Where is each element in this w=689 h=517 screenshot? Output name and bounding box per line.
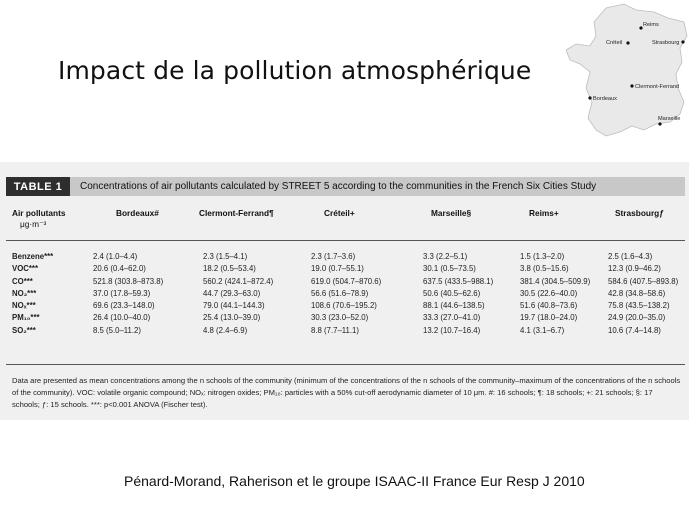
table-rule-top: [6, 240, 685, 241]
column-header-bordeaux: Bordeaux#: [116, 208, 159, 218]
table-image: [0, 162, 689, 420]
table-row: Benzene*** 2.4 (1.0–4.4) 2.3 (1.5–4.1) 2…: [12, 252, 653, 261]
france-map-icon: Reims Créteil Strasbourg Clermont-Ferran…: [566, 3, 688, 137]
table-row: SO₂*** 8.5 (5.0–11.2) 4.8 (2.4–6.9) 8.8 …: [12, 325, 661, 335]
table-caption: Concentrations of air pollutants calcula…: [80, 181, 597, 192]
table-header-bar: TABLE 1 Concentrations of air pollutants…: [6, 177, 685, 196]
table-body: Benzene*** 2.4 (1.0–4.4) 2.3 (1.5–4.1) 2…: [6, 252, 685, 338]
table-row: PM₁₀*** 26.4 (10.0–40.0) 25.4 (13.0–39.0…: [12, 313, 666, 323]
table-rule-bottom: [6, 364, 685, 365]
column-header-creteil: Créteil+: [324, 208, 355, 218]
table-tag: TABLE 1: [6, 177, 70, 196]
unit-label: μg·m⁻³: [20, 219, 47, 229]
map-city-marseille: Marseille: [658, 116, 680, 122]
france-map: Reims Créteil Strasbourg Clermont-Ferran…: [566, 2, 689, 154]
map-city-reims: Reims: [643, 22, 659, 28]
table-row: NO₂*** 37.0 (17.8–59.3) 44.7 (29.3–63.0)…: [12, 288, 666, 298]
column-header-marseille: Marseille§: [431, 208, 472, 218]
map-city-clermont-ferrand: Clermont-Ferrand: [635, 84, 679, 90]
table-footnote: Data are presented as mean concentration…: [12, 376, 681, 409]
table-column-headers: Air pollutants μg·m⁻³ Bordeaux# Clermont…: [6, 208, 685, 238]
table-row: CO*** 521.8 (303.8–873.8) 560.2 (424.1–8…: [12, 276, 679, 286]
map-city-bordeaux: Bordeaux: [593, 96, 617, 102]
table-row: VOC*** 20.6 (0.4–62.0) 18.2 (0.5–53.4) 1…: [12, 264, 661, 274]
column-header-pollutants: Air pollutants μg·m⁻³: [12, 208, 66, 229]
map-city-strasbourg: Strasbourg: [652, 40, 679, 46]
slide-title: Impact de la pollution atmosphérique: [58, 56, 532, 85]
column-header-reims: Reims+: [529, 208, 559, 218]
column-header-clermont-ferrand: Clermont-Ferrand¶: [199, 208, 274, 218]
slide-citation: Pénard-Morand, Raherison et le groupe IS…: [124, 473, 585, 489]
table-row: NOₓ*** 69.6 (23.3–148.0) 79.0 (44.1–144.…: [12, 301, 670, 311]
column-header-strasbourg: Strasbourgƒ: [615, 208, 664, 218]
map-city-creteil: Créteil: [606, 40, 622, 46]
